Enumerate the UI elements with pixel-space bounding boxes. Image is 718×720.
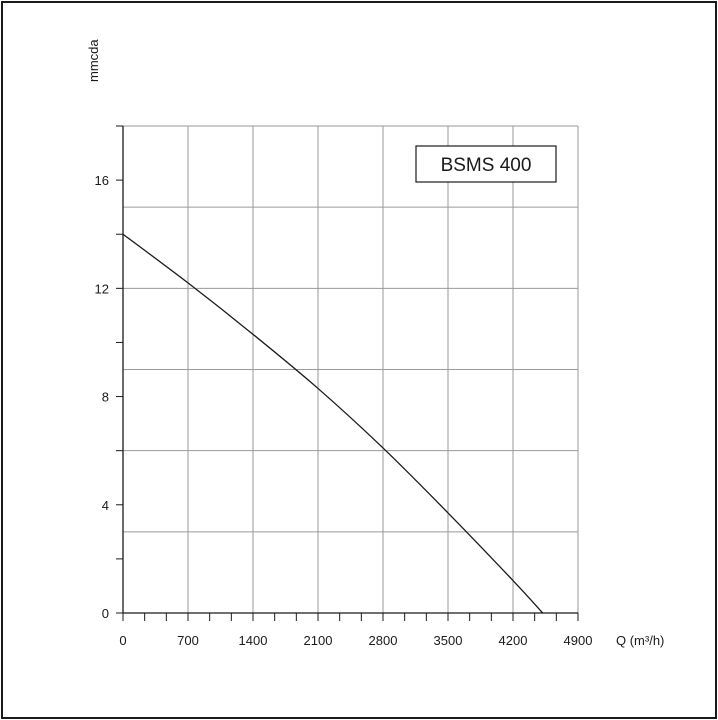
x-tick-label: 2100 bbox=[304, 633, 333, 648]
model-label: BSMS 400 bbox=[441, 155, 532, 176]
x-tick-label: 4200 bbox=[499, 633, 528, 648]
x-tick-label: 0 bbox=[119, 633, 126, 648]
model-legend-box: BSMS 400 bbox=[415, 145, 557, 183]
x-tick-label: 3500 bbox=[434, 633, 463, 648]
y-tick-label: 4 bbox=[102, 498, 109, 513]
curve-layer bbox=[122, 233, 544, 614]
grid bbox=[123, 125, 579, 613]
axes bbox=[116, 125, 579, 621]
y-tick-label: 16 bbox=[95, 173, 109, 188]
labels: 0 700 1400 2100 2800 3500 4200 4900 0 4 8 12 16 bbox=[95, 173, 593, 648]
x-axis-title: Q (m³/h) bbox=[616, 633, 664, 648]
x-tick-label: 2800 bbox=[369, 633, 398, 648]
x-tick-label: 700 bbox=[177, 633, 199, 648]
pump-curve-line bbox=[122, 233, 544, 614]
y-tick-label: 0 bbox=[102, 606, 109, 621]
y-axis-title: mmcda bbox=[86, 39, 101, 82]
y-tick-label: 12 bbox=[95, 281, 109, 296]
x-tick-label: 4900 bbox=[564, 633, 593, 648]
y-tick-label: 8 bbox=[102, 390, 109, 405]
x-tick-label: 1400 bbox=[239, 633, 268, 648]
